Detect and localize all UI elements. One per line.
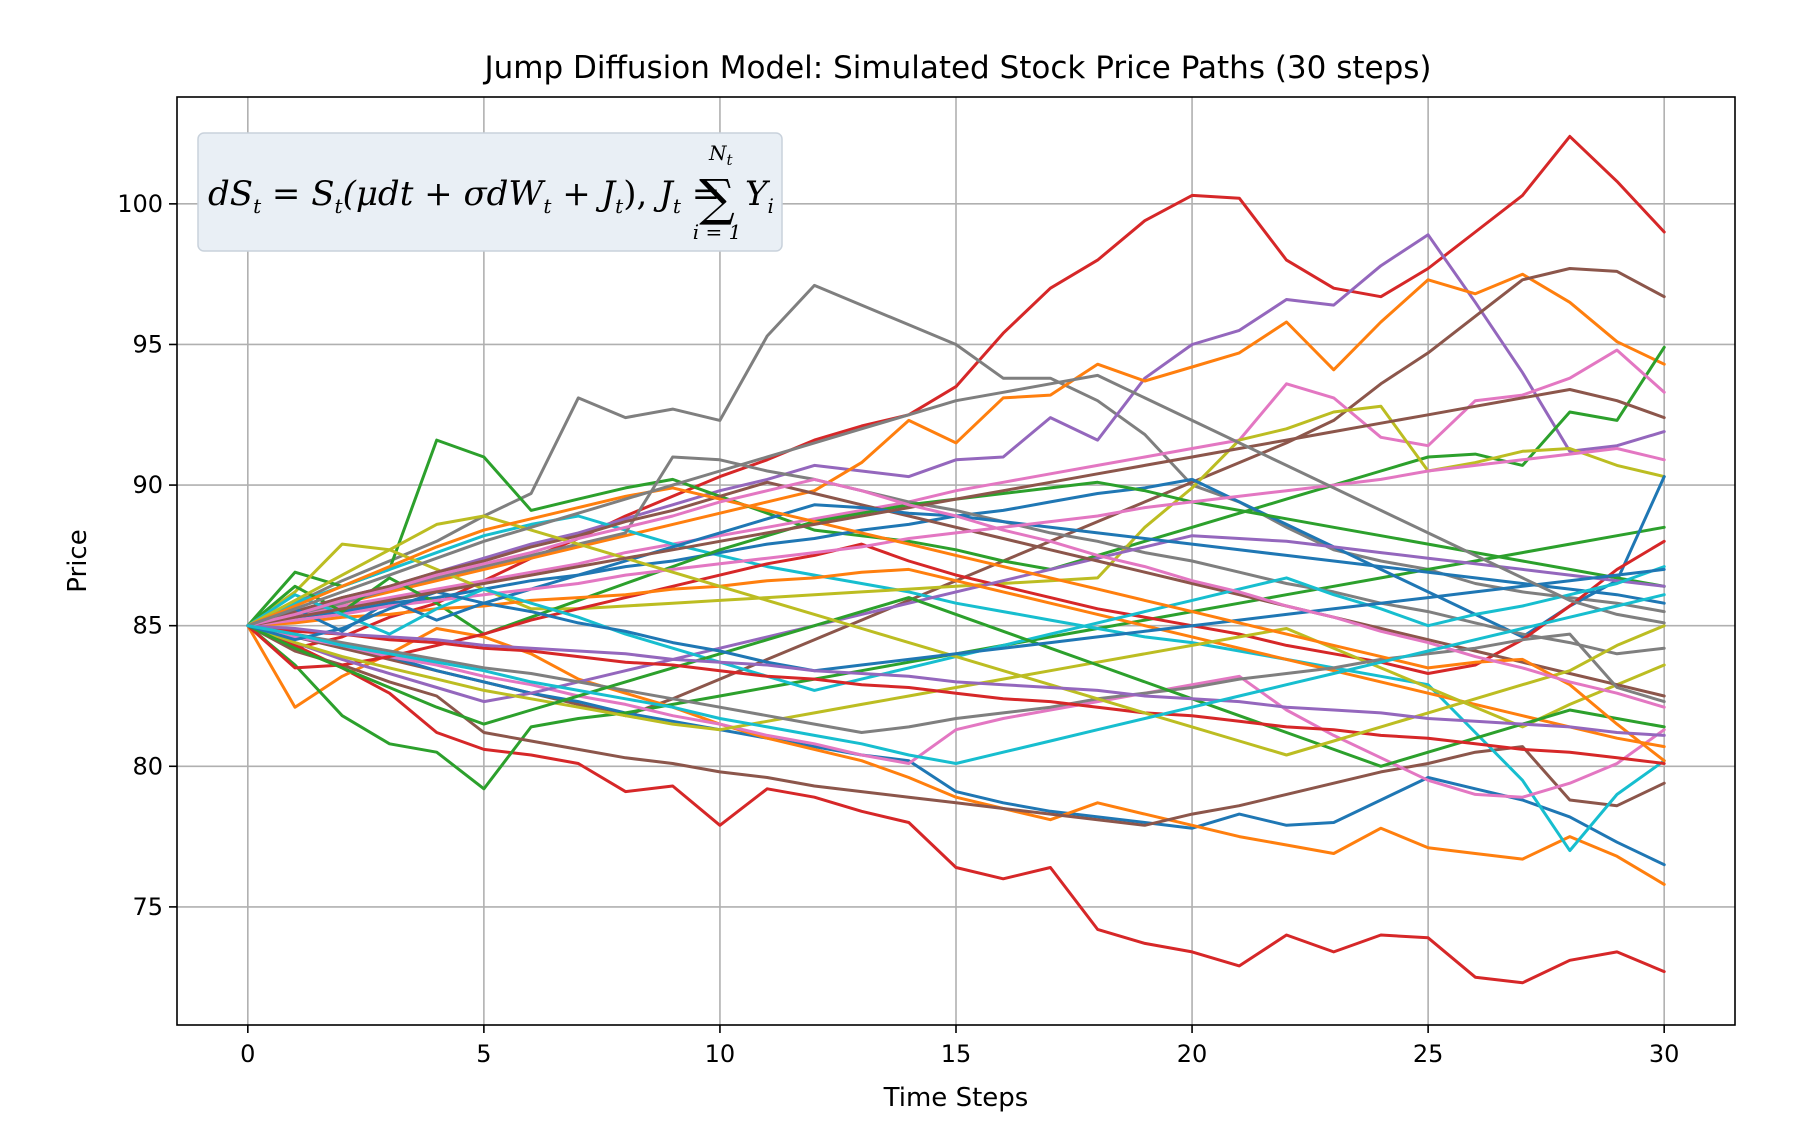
series-line-7: [246, 348, 1666, 628]
series-line-33: [246, 388, 1666, 628]
formula-close: ),: [623, 174, 647, 214]
series-line-4: [246, 272, 1666, 628]
series-line-23: [246, 480, 1666, 698]
series-line-9: [246, 624, 1666, 867]
formula-y: Yi: [745, 174, 774, 218]
series-line-34: [246, 624, 1666, 737]
formula-plus-sub: t: [615, 194, 624, 218]
formula-sum-top: Nt: [708, 141, 734, 169]
x-tick-label: 5: [476, 1040, 491, 1068]
formula-annotation: dSt = St(μdt + σdWt + Jt), Jt = ∑ Nt i = …: [197, 132, 783, 252]
x-tick-label: 10: [705, 1040, 736, 1068]
y-tick-label: 80: [132, 752, 163, 780]
formula-eq2: =: [681, 174, 720, 214]
formula-mid-sub: t: [543, 194, 552, 218]
series-line-22: [246, 624, 1666, 732]
formula-lhs-sub: t: [253, 194, 262, 218]
formula-box-background: [197, 132, 783, 252]
series-line-35: [246, 477, 1666, 709]
x-tick-label: 25: [1413, 1040, 1444, 1068]
formula-s-sub: t: [335, 194, 344, 218]
y-tick-label: 100: [117, 190, 163, 218]
formula-eq: =: [261, 174, 311, 214]
formula-lhs: dS: [208, 174, 253, 214]
series-line-21: [246, 567, 1666, 749]
formula-j: J: [653, 174, 675, 214]
ticks: 0 5 10 15 20 25 30 75 80 85 90 95 100: [117, 190, 1679, 1068]
y-tick-label: 75: [132, 893, 163, 921]
formula-text: dSt = St(μdt + σdWt + Jt), Jt =: [208, 174, 720, 218]
series-group: [246, 134, 1666, 985]
y-tick-label: 90: [132, 471, 163, 499]
series-line-31: [246, 567, 1666, 673]
plot-area: [176, 96, 1736, 1026]
x-tick-label: 0: [240, 1040, 255, 1068]
x-tick-label: 30: [1649, 1040, 1680, 1068]
series-line-8: [246, 624, 1666, 985]
x-tick-label: 15: [941, 1040, 972, 1068]
formula-s: S: [311, 174, 334, 214]
series-line-10: [246, 624, 1666, 886]
formula-j-sub: t: [673, 194, 682, 218]
series-line-16: [246, 624, 1666, 799]
x-tick-label: 20: [1177, 1040, 1208, 1068]
y-tick-label: 85: [132, 612, 163, 640]
series-line-36: [246, 373, 1666, 628]
series-line-13: [246, 514, 1666, 853]
chart-title: Jump Diffusion Model: Simulated Stock Pr…: [482, 50, 1431, 86]
series-line-17: [246, 455, 1666, 656]
y-axis-label: Price: [63, 529, 93, 592]
y-tick-label: 95: [132, 330, 163, 358]
series-line-29: [246, 624, 1666, 765]
series-line-19: [246, 539, 1666, 675]
series-line-3: [246, 233, 1666, 628]
series-line-12: [246, 624, 1666, 827]
series-line-6: [246, 345, 1666, 628]
series-line-37: [246, 593, 1666, 765]
series-line-25: [246, 447, 1666, 628]
formula-plus: + J: [551, 174, 617, 214]
formula-sum-bottom: i = 1: [693, 220, 742, 244]
series-line-20: [246, 534, 1666, 704]
series-line-28: [246, 596, 1666, 768]
formula-sum-symbol: ∑: [699, 169, 735, 227]
x-axis-label: Time Steps: [883, 1083, 1029, 1113]
series-line-32: [246, 486, 1666, 763]
series-line-27: [246, 624, 1666, 734]
series-line-30: [246, 514, 1666, 757]
formula-mid: (μdt + σdW: [343, 174, 547, 214]
